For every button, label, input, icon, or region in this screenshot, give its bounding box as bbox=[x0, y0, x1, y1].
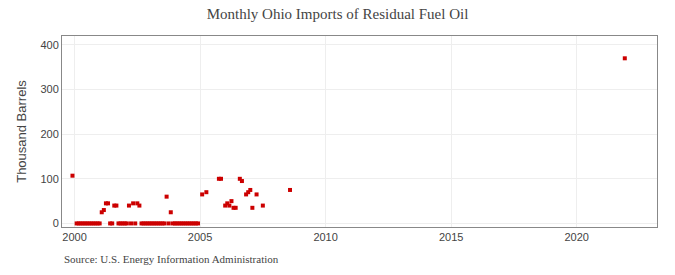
svg-text:2000: 2000 bbox=[62, 231, 86, 243]
svg-text:Monthly Ohio Imports of Residu: Monthly Ohio Imports of Residual Fuel Oi… bbox=[207, 6, 469, 22]
svg-text:2015: 2015 bbox=[439, 231, 463, 243]
svg-text:400: 400 bbox=[40, 39, 58, 51]
svg-text:0: 0 bbox=[53, 217, 59, 229]
svg-text:Source: U.S. Energy Informatio: Source: U.S. Energy Information Administ… bbox=[64, 253, 279, 265]
svg-text:300: 300 bbox=[40, 83, 58, 95]
svg-text:2020: 2020 bbox=[564, 231, 588, 243]
svg-text:100: 100 bbox=[40, 173, 58, 185]
svg-text:Thousand Barrels: Thousand Barrels bbox=[14, 80, 29, 183]
svg-text:2010: 2010 bbox=[313, 231, 337, 243]
svg-text:2005: 2005 bbox=[188, 231, 212, 243]
svg-text:200: 200 bbox=[40, 128, 58, 140]
